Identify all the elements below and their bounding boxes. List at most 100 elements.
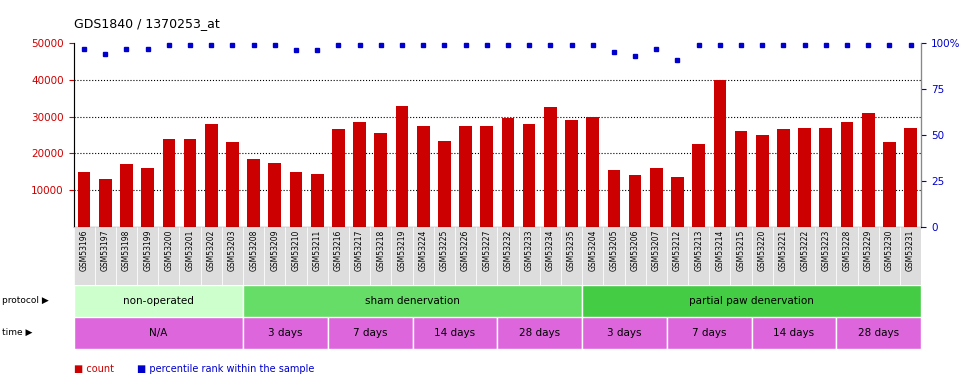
Text: GSM53218: GSM53218 xyxy=(376,230,385,271)
Text: 14 days: 14 days xyxy=(773,328,814,338)
Text: GSM53234: GSM53234 xyxy=(546,230,555,271)
Bar xyxy=(879,227,900,285)
Bar xyxy=(460,126,472,227)
Text: GSM53219: GSM53219 xyxy=(398,230,407,271)
Text: N/A: N/A xyxy=(149,328,168,338)
Text: 28 days: 28 days xyxy=(519,328,561,338)
Bar xyxy=(416,126,429,227)
Text: 3 days: 3 days xyxy=(269,328,303,338)
Bar xyxy=(480,126,493,227)
Bar xyxy=(497,227,518,285)
Text: GSM53204: GSM53204 xyxy=(588,230,597,271)
Bar xyxy=(307,227,327,285)
Text: GSM53216: GSM53216 xyxy=(334,230,343,271)
Bar xyxy=(799,128,811,227)
Bar xyxy=(158,227,179,285)
Text: GSM53228: GSM53228 xyxy=(843,230,852,271)
Bar xyxy=(455,227,476,285)
Bar xyxy=(608,170,620,227)
Text: GSM53230: GSM53230 xyxy=(885,230,894,271)
Bar xyxy=(391,227,413,285)
Bar xyxy=(434,227,455,285)
Text: GSM53231: GSM53231 xyxy=(906,230,915,271)
Bar xyxy=(163,139,175,227)
Text: non-operated: non-operated xyxy=(122,296,194,306)
Text: GSM53235: GSM53235 xyxy=(567,230,576,271)
Bar xyxy=(540,227,561,285)
Text: 3 days: 3 days xyxy=(608,328,642,338)
Bar xyxy=(646,227,666,285)
Bar xyxy=(265,227,285,285)
Text: GSM53214: GSM53214 xyxy=(715,230,724,271)
Text: GSM53212: GSM53212 xyxy=(673,230,682,271)
Text: GSM53223: GSM53223 xyxy=(821,230,830,271)
Bar xyxy=(327,317,413,349)
Text: GSM53199: GSM53199 xyxy=(143,230,152,271)
Bar xyxy=(861,113,874,227)
Bar xyxy=(396,106,409,227)
Bar xyxy=(518,227,540,285)
Text: GSM53222: GSM53222 xyxy=(800,230,809,271)
Bar xyxy=(905,128,917,227)
Text: GSM53207: GSM53207 xyxy=(652,230,661,271)
Bar xyxy=(221,227,243,285)
Text: GSM53225: GSM53225 xyxy=(440,230,449,271)
Text: GSM53200: GSM53200 xyxy=(165,230,173,271)
Text: GSM53198: GSM53198 xyxy=(122,230,131,271)
Text: GSM53233: GSM53233 xyxy=(524,230,534,271)
Text: GSM53229: GSM53229 xyxy=(863,230,873,271)
Bar xyxy=(582,227,604,285)
Bar xyxy=(269,163,281,227)
Bar xyxy=(752,227,773,285)
Bar xyxy=(116,227,137,285)
Bar xyxy=(522,124,535,227)
Bar xyxy=(476,227,497,285)
Text: GSM53210: GSM53210 xyxy=(291,230,301,271)
Text: sham denervation: sham denervation xyxy=(366,296,460,306)
Text: GSM53215: GSM53215 xyxy=(737,230,746,271)
Text: GSM53197: GSM53197 xyxy=(101,230,110,271)
Text: 7 days: 7 days xyxy=(692,328,726,338)
Text: GSM53206: GSM53206 xyxy=(630,230,640,271)
Text: GSM53221: GSM53221 xyxy=(779,230,788,271)
Text: partial paw denervation: partial paw denervation xyxy=(689,296,814,306)
Bar xyxy=(604,227,624,285)
Bar xyxy=(710,227,730,285)
Text: GSM53201: GSM53201 xyxy=(185,230,195,271)
Text: GSM53232: GSM53232 xyxy=(504,230,513,271)
Bar xyxy=(629,176,642,227)
Bar xyxy=(121,164,133,227)
Bar xyxy=(713,80,726,227)
Bar xyxy=(243,227,265,285)
Bar xyxy=(815,227,837,285)
Bar xyxy=(561,227,582,285)
Bar xyxy=(74,227,95,285)
Bar xyxy=(247,159,260,227)
Text: GSM53211: GSM53211 xyxy=(313,230,321,271)
Bar xyxy=(201,227,221,285)
Text: GDS1840 / 1370253_at: GDS1840 / 1370253_at xyxy=(74,17,220,30)
Bar xyxy=(735,131,748,227)
Bar xyxy=(582,317,666,349)
Text: time ▶: time ▶ xyxy=(2,328,32,338)
Bar xyxy=(730,227,752,285)
Bar xyxy=(650,168,662,227)
Bar xyxy=(413,317,497,349)
Bar xyxy=(353,122,366,227)
Bar xyxy=(692,144,705,227)
Text: 7 days: 7 days xyxy=(353,328,387,338)
Bar xyxy=(582,285,921,317)
Bar xyxy=(285,227,307,285)
Bar xyxy=(290,172,303,227)
Bar xyxy=(841,122,854,227)
Bar xyxy=(666,317,752,349)
Text: 14 days: 14 days xyxy=(434,328,475,338)
Text: GSM53208: GSM53208 xyxy=(249,230,258,271)
Text: GSM53202: GSM53202 xyxy=(207,230,216,271)
Bar xyxy=(243,317,327,349)
Bar xyxy=(666,227,688,285)
Bar xyxy=(311,174,323,227)
Bar xyxy=(226,142,239,227)
Bar xyxy=(794,227,815,285)
Bar xyxy=(438,141,451,227)
